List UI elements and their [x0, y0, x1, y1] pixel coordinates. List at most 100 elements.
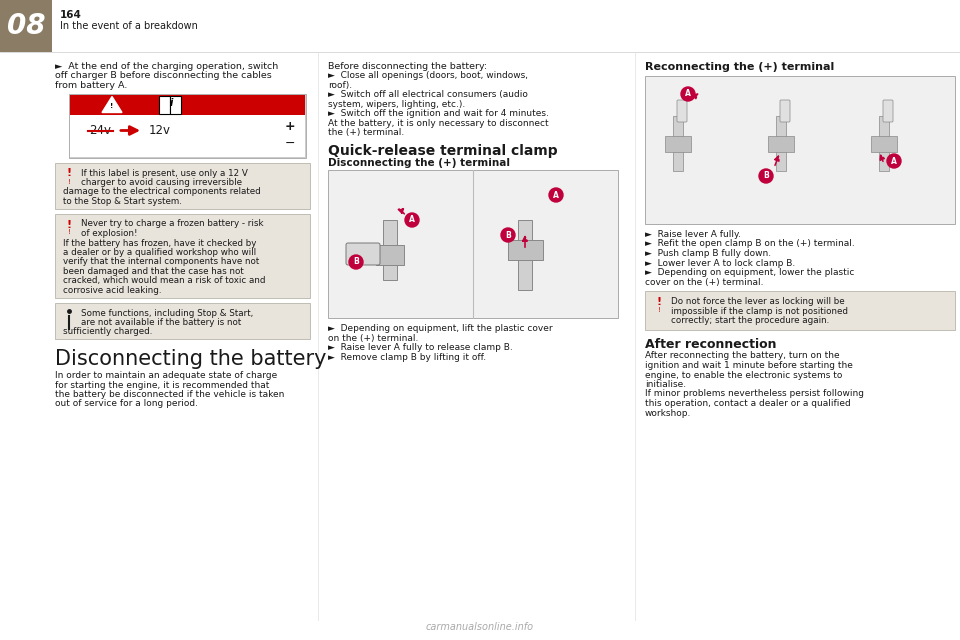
Text: 24v: 24v — [89, 125, 111, 138]
Text: 12v: 12v — [149, 125, 171, 138]
Text: sufficiently charged.: sufficiently charged. — [63, 328, 153, 337]
Bar — [776, 116, 786, 171]
Text: !: ! — [658, 307, 660, 313]
Circle shape — [549, 188, 563, 202]
Text: ►  Close all openings (doors, boot, windows,: ► Close all openings (doors, boot, windo… — [328, 72, 528, 81]
Bar — [170, 95, 181, 113]
Text: Never try to charge a frozen battery - risk: Never try to charge a frozen battery - r… — [81, 220, 263, 228]
Text: ►  Lower lever A to lock clamp B.: ► Lower lever A to lock clamp B. — [645, 259, 795, 268]
Text: !: ! — [66, 168, 72, 179]
Text: !: ! — [67, 230, 70, 236]
Text: correctly; start the procedure again.: correctly; start the procedure again. — [671, 316, 829, 325]
Text: damage to the electrical components related: damage to the electrical components rela… — [63, 188, 261, 196]
FancyBboxPatch shape — [55, 214, 310, 298]
Text: If the battery has frozen, have it checked by: If the battery has frozen, have it check… — [63, 239, 256, 248]
Circle shape — [887, 154, 901, 168]
Text: for starting the engine, it is recommended that: for starting the engine, it is recommend… — [55, 381, 270, 390]
Text: Do not force the lever as locking will be: Do not force the lever as locking will b… — [671, 297, 845, 306]
Text: In the event of a breakdown: In the event of a breakdown — [60, 21, 198, 31]
FancyBboxPatch shape — [55, 303, 310, 339]
Circle shape — [349, 255, 363, 269]
Text: Disconnecting the battery: Disconnecting the battery — [55, 349, 326, 369]
Text: Reconnecting the (+) terminal: Reconnecting the (+) terminal — [645, 62, 834, 72]
Text: ►  At the end of the charging operation, switch: ► At the end of the charging operation, … — [55, 62, 278, 71]
Text: If this label is present, use only a 12 V: If this label is present, use only a 12 … — [81, 168, 248, 177]
FancyBboxPatch shape — [346, 243, 380, 265]
FancyBboxPatch shape — [780, 100, 790, 122]
Text: ►  Switch off all electrical consumers (audio: ► Switch off all electrical consumers (a… — [328, 90, 528, 99]
Text: If minor problems nevertheless persist following: If minor problems nevertheless persist f… — [645, 390, 864, 399]
Circle shape — [501, 228, 515, 242]
Text: −: − — [285, 136, 296, 150]
Text: A: A — [685, 90, 691, 99]
Bar — [673, 116, 683, 171]
Text: ►  Switch off the ignition and wait for 4 minutes.: ► Switch off the ignition and wait for 4… — [328, 109, 549, 118]
Text: to the Stop & Start system.: to the Stop & Start system. — [63, 197, 181, 206]
Text: cover on the (+) terminal.: cover on the (+) terminal. — [645, 278, 763, 287]
Bar — [159, 95, 170, 113]
Text: Some functions, including Stop & Start,: Some functions, including Stop & Start, — [81, 308, 253, 317]
Text: ►  Refit the open clamp B on the (+) terminal.: ► Refit the open clamp B on the (+) term… — [645, 239, 854, 248]
Text: off charger B before disconnecting the cables: off charger B before disconnecting the c… — [55, 72, 272, 81]
Bar — [70, 115, 305, 157]
Text: corrosive acid leaking.: corrosive acid leaking. — [63, 286, 161, 295]
Text: ►  Depending on equipment, lower the plastic: ► Depending on equipment, lower the plas… — [645, 268, 854, 277]
Text: charger to avoid causing irreversible: charger to avoid causing irreversible — [81, 178, 242, 187]
Bar — [383, 220, 397, 280]
Text: verify that the internal components have not: verify that the internal components have… — [63, 257, 259, 266]
Text: ignition and wait 1 minute before starting the: ignition and wait 1 minute before starti… — [645, 361, 852, 370]
Bar — [879, 116, 889, 171]
Text: from battery A.: from battery A. — [55, 81, 128, 90]
Text: cracked, which would mean a risk of toxic and: cracked, which would mean a risk of toxi… — [63, 276, 266, 285]
Text: A: A — [891, 157, 897, 166]
Text: on the (+) terminal.: on the (+) terminal. — [328, 333, 419, 342]
Bar — [645, 76, 955, 224]
FancyBboxPatch shape — [677, 100, 687, 122]
Text: !: ! — [657, 297, 661, 307]
Polygon shape — [102, 97, 122, 113]
Text: !: ! — [67, 179, 70, 184]
Text: Before disconnecting the battery:: Before disconnecting the battery: — [328, 62, 487, 71]
Text: 164: 164 — [60, 10, 82, 20]
FancyBboxPatch shape — [55, 163, 310, 209]
Text: B: B — [353, 257, 359, 266]
Text: a dealer or by a qualified workshop who will: a dealer or by a qualified workshop who … — [63, 248, 256, 257]
Bar — [871, 136, 897, 152]
Text: this operation, contact a dealer or a qualified: this operation, contact a dealer or a qu… — [645, 399, 851, 408]
Text: i: i — [169, 99, 173, 109]
Circle shape — [681, 87, 695, 101]
Text: 08: 08 — [7, 12, 45, 40]
Text: ►  Raise lever A fully to release clamp B.: ► Raise lever A fully to release clamp B… — [328, 343, 513, 352]
Bar — [328, 170, 618, 318]
Bar — [518, 220, 532, 290]
Text: A: A — [553, 191, 559, 200]
Bar — [69, 93, 306, 157]
FancyBboxPatch shape — [883, 100, 893, 122]
Text: workshop.: workshop. — [645, 408, 691, 417]
Text: Quick-release terminal clamp: Quick-release terminal clamp — [328, 144, 558, 158]
FancyBboxPatch shape — [645, 291, 955, 330]
Text: ►  Raise lever A fully.: ► Raise lever A fully. — [645, 230, 741, 239]
Text: out of service for a long period.: out of service for a long period. — [55, 399, 198, 408]
Text: the battery be disconnected if the vehicle is taken: the battery be disconnected if the vehic… — [55, 390, 284, 399]
Circle shape — [759, 169, 773, 183]
Text: ►  Remove clamp B by lifting it off.: ► Remove clamp B by lifting it off. — [328, 353, 486, 362]
Text: +: + — [285, 120, 296, 132]
Bar — [70, 95, 305, 115]
Text: A: A — [409, 216, 415, 225]
Text: roof).: roof). — [328, 81, 352, 90]
Text: After reconnection: After reconnection — [645, 337, 777, 351]
Bar — [665, 136, 691, 152]
Text: At the battery, it is only necessary to disconnect: At the battery, it is only necessary to … — [328, 119, 548, 128]
Text: ►  Depending on equipment, lift the plastic cover: ► Depending on equipment, lift the plast… — [328, 324, 553, 333]
Text: engine, to enable the electronic systems to: engine, to enable the electronic systems… — [645, 371, 842, 380]
Text: been damaged and that the case has not: been damaged and that the case has not — [63, 267, 244, 276]
Text: !: ! — [66, 220, 72, 230]
Text: impossible if the clamp is not positioned: impossible if the clamp is not positione… — [671, 307, 848, 316]
Text: are not available if the battery is not: are not available if the battery is not — [81, 318, 241, 327]
Text: B: B — [763, 172, 769, 180]
Text: B: B — [505, 230, 511, 239]
Bar — [508, 240, 543, 260]
Text: Disconnecting the (+) terminal: Disconnecting the (+) terminal — [328, 158, 510, 168]
Bar — [376, 245, 404, 265]
